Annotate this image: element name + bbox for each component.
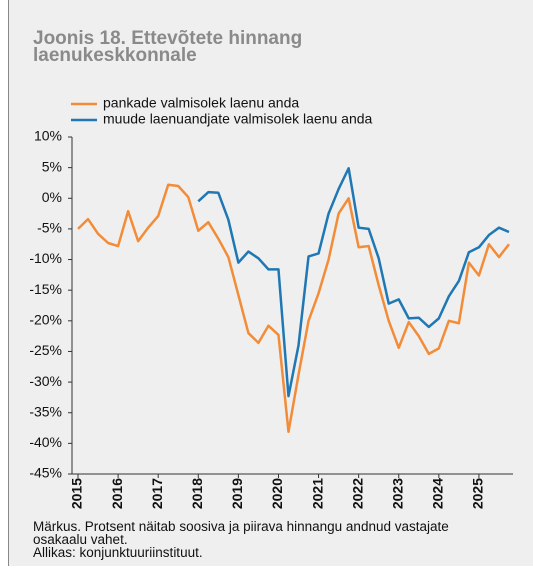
- x-tick-label: 2023: [389, 478, 405, 509]
- y-tick-label: -15%: [29, 281, 62, 297]
- legend-label: pankade valmisolek laenu anda: [103, 95, 299, 111]
- x-tick-label: 2019: [229, 478, 245, 509]
- title-box: Joonis 18. Ettevõtete hinnang laenukeskk…: [33, 30, 303, 66]
- x-tick-label: 2020: [269, 478, 285, 509]
- y-tick-label: -35%: [29, 403, 62, 419]
- y-tick-label: 5%: [42, 158, 62, 174]
- x-tick-label: 2017: [149, 478, 165, 509]
- panel: [8, 0, 533, 566]
- y-tick-label: -30%: [29, 373, 62, 389]
- y-tick-label: -45%: [29, 465, 62, 481]
- y-tick-label: -20%: [29, 312, 62, 328]
- x-tick-label: 2021: [309, 478, 325, 509]
- note-box: Märkus. Protsent näitab soosiva ja piira…: [33, 519, 473, 560]
- x-tick-label: 2016: [109, 478, 125, 509]
- x-tick-label: 2018: [189, 478, 205, 509]
- series-line: [77, 183, 510, 433]
- legend-label: muude laenuandjate valmisolek laenu anda: [103, 111, 373, 127]
- x-tick-label: 2024: [430, 478, 446, 509]
- x-tick-label: 2022: [349, 478, 365, 509]
- y-tick-label: -40%: [29, 434, 62, 450]
- y-tick-label: -10%: [29, 250, 62, 266]
- series-line: [197, 166, 510, 398]
- y-tick-label: -25%: [29, 342, 62, 358]
- x-tick-label: 2025: [470, 478, 486, 509]
- chart-title: Joonis 18. Ettevõtete hinnang laenukeskk…: [33, 30, 303, 66]
- note: Märkus. Protsent näitab soosiva ja piira…: [33, 519, 449, 547]
- source: Allikas: konjunktuuriinstituut.: [33, 545, 203, 560]
- y-tick-label: 10%: [34, 128, 62, 144]
- x-tick-label: 2015: [69, 478, 85, 509]
- y-tick-label: -5%: [37, 220, 62, 236]
- y-tick-label: 0%: [42, 189, 62, 205]
